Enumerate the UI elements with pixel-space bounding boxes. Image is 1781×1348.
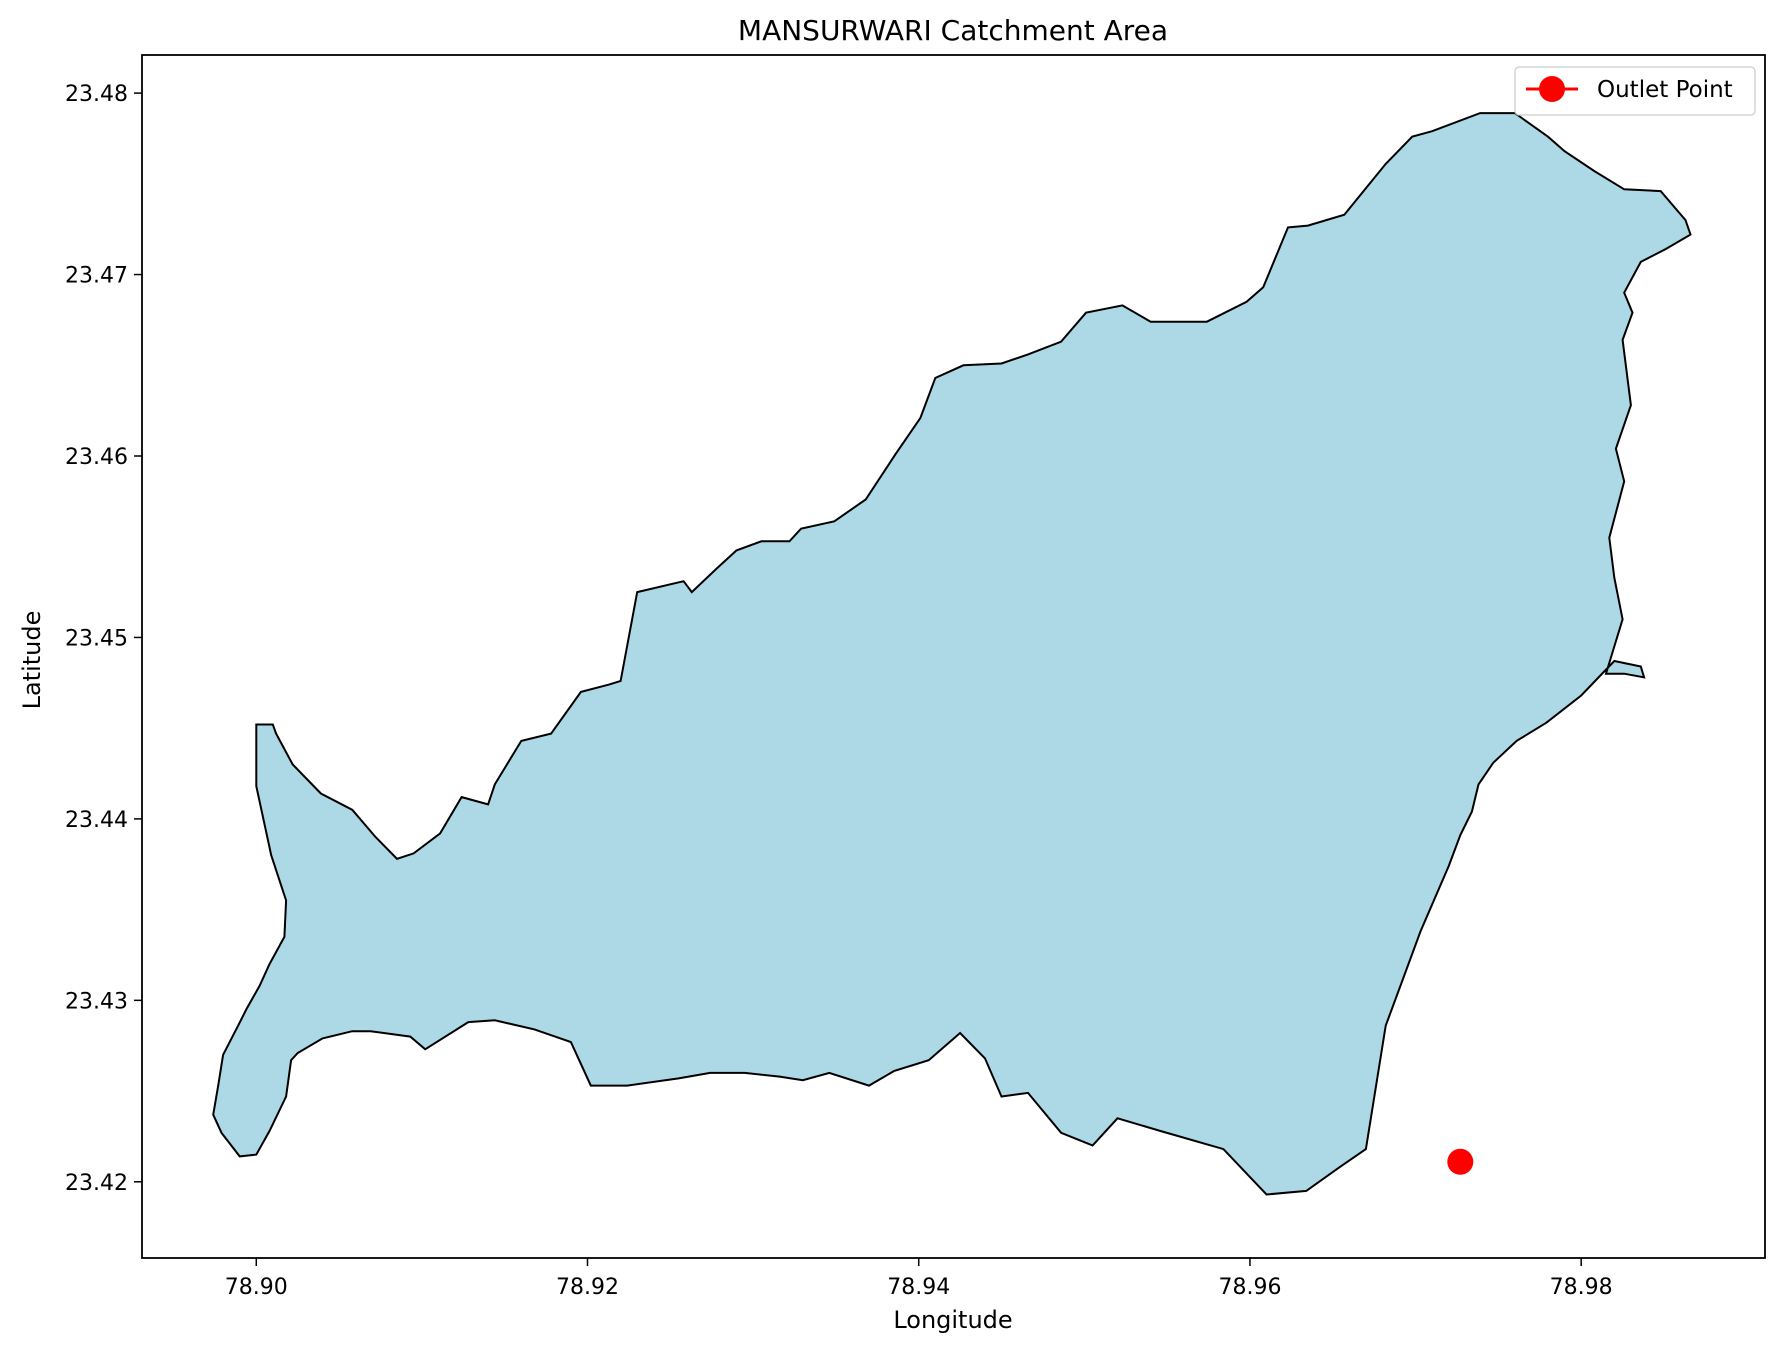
x-tick-label: 78.94 bbox=[887, 1275, 950, 1300]
legend: Outlet Point bbox=[1514, 66, 1756, 116]
y-axis-ticks: 23.42 23.43 23.44 23.45 23.46 23.47 23.48 bbox=[65, 82, 142, 1196]
x-axis-ticks: 78.90 78.92 78.94 78.96 78.98 bbox=[225, 1258, 1613, 1300]
legend-box bbox=[1514, 66, 1756, 116]
y-tick-label: 23.43 bbox=[65, 989, 128, 1014]
plot-area bbox=[212, 112, 1692, 1196]
x-tick-label: 78.90 bbox=[225, 1275, 288, 1300]
axes-frame bbox=[141, 54, 1766, 1259]
x-axis-label: Longitude bbox=[893, 1306, 1012, 1334]
y-tick-label: 23.42 bbox=[65, 1171, 128, 1196]
legend-outlet-marker bbox=[1539, 76, 1565, 102]
map-title: MANSURWARI Catchment Area bbox=[738, 14, 1168, 47]
y-tick-label: 23.46 bbox=[65, 445, 128, 470]
y-tick-label: 23.45 bbox=[65, 626, 128, 651]
y-tick-label: 23.47 bbox=[65, 264, 128, 289]
x-tick-label: 78.96 bbox=[1218, 1275, 1281, 1300]
legend-outlet-label: Outlet Point bbox=[1597, 77, 1733, 103]
catchment-polygon bbox=[212, 112, 1692, 1196]
x-tick-label: 78.98 bbox=[1550, 1275, 1613, 1300]
y-axis-label: Latitude bbox=[18, 611, 46, 710]
outlet-point-marker[interactable] bbox=[1447, 1148, 1474, 1175]
x-tick-label: 78.92 bbox=[556, 1275, 619, 1300]
y-tick-label: 23.44 bbox=[65, 808, 128, 833]
y-tick-label: 23.48 bbox=[65, 82, 128, 107]
